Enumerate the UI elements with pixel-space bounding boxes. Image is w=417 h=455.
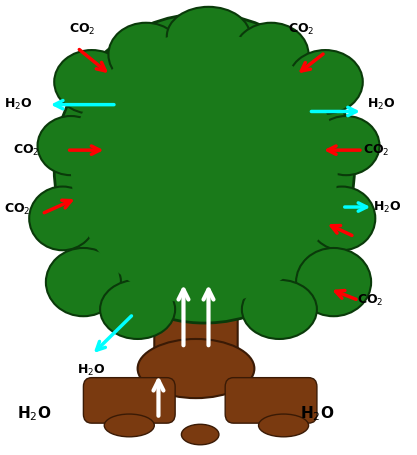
Text: CO$_2$: CO$_2$	[288, 22, 314, 37]
Text: CO$_2$: CO$_2$	[69, 22, 95, 37]
Ellipse shape	[38, 116, 104, 175]
Ellipse shape	[296, 248, 371, 316]
Text: H$_2$O: H$_2$O	[373, 199, 402, 215]
Text: H$_2$O: H$_2$O	[17, 404, 51, 424]
Text: H$_2$O: H$_2$O	[367, 97, 395, 112]
Ellipse shape	[138, 339, 254, 398]
Ellipse shape	[104, 414, 154, 437]
FancyBboxPatch shape	[83, 378, 175, 423]
Ellipse shape	[29, 187, 96, 250]
Ellipse shape	[108, 23, 183, 86]
Ellipse shape	[259, 414, 309, 437]
Ellipse shape	[46, 248, 121, 316]
Ellipse shape	[71, 32, 338, 305]
Text: CO$_2$: CO$_2$	[363, 142, 389, 158]
Ellipse shape	[54, 50, 129, 114]
Text: CO$_2$: CO$_2$	[357, 293, 383, 308]
Text: H$_2$O: H$_2$O	[4, 97, 33, 112]
Text: H$_2$O: H$_2$O	[300, 404, 335, 424]
Ellipse shape	[309, 187, 375, 250]
Text: CO$_2$: CO$_2$	[13, 142, 39, 158]
Ellipse shape	[313, 116, 379, 175]
FancyBboxPatch shape	[154, 241, 238, 378]
Ellipse shape	[54, 14, 354, 323]
Ellipse shape	[234, 23, 309, 86]
Ellipse shape	[288, 50, 363, 114]
Text: CO$_2$: CO$_2$	[4, 202, 31, 217]
Ellipse shape	[100, 280, 175, 339]
FancyBboxPatch shape	[225, 378, 317, 423]
Ellipse shape	[181, 424, 219, 445]
Ellipse shape	[167, 7, 250, 66]
Text: H$_2$O: H$_2$O	[77, 363, 106, 379]
Ellipse shape	[242, 280, 317, 339]
